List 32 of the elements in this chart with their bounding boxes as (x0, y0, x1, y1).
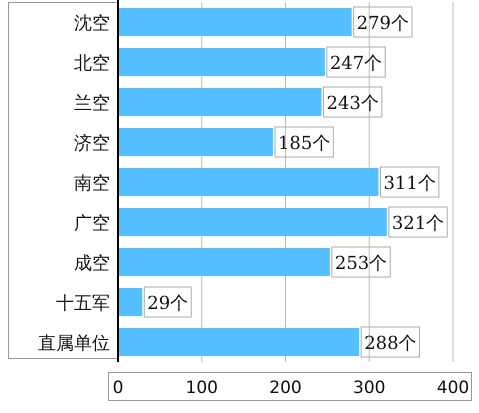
data-label: 288个 (364, 333, 417, 354)
bar (118, 128, 273, 156)
x-tick-label: 300 (353, 378, 386, 398)
y-tick-label: 成空 (74, 253, 110, 274)
bar (118, 88, 322, 116)
bar (118, 48, 325, 76)
bar (118, 168, 378, 196)
y-tick-label: 广空 (74, 213, 110, 234)
y-tick-label: 济空 (74, 133, 110, 154)
data-label: 29个 (147, 293, 188, 314)
y-tick-label: 直属单位 (38, 333, 110, 354)
y-tick-label: 十五军 (56, 293, 110, 314)
x-tick-label: 200 (269, 378, 302, 398)
x-tick-label: 400 (436, 378, 470, 398)
y-tick-label: 沈空 (74, 13, 110, 34)
x-tick-label: 0 (112, 378, 124, 398)
y-tick-label: 兰空 (74, 93, 110, 114)
bar (118, 208, 387, 236)
x-tick-label: 100 (186, 378, 218, 398)
data-label: 243个 (326, 93, 379, 114)
data-label: 247个 (330, 53, 382, 74)
y-tick-label: 南空 (74, 173, 110, 194)
data-label: 279个 (356, 13, 410, 34)
bar (118, 288, 142, 316)
bar (118, 248, 330, 276)
y-tick-label: 北空 (74, 53, 110, 74)
data-label: 311个 (383, 173, 436, 194)
bar (118, 328, 360, 356)
data-label: 253个 (334, 253, 388, 274)
data-label: 185个 (278, 133, 330, 154)
data-label: 321个 (392, 213, 444, 234)
bar (118, 8, 352, 36)
